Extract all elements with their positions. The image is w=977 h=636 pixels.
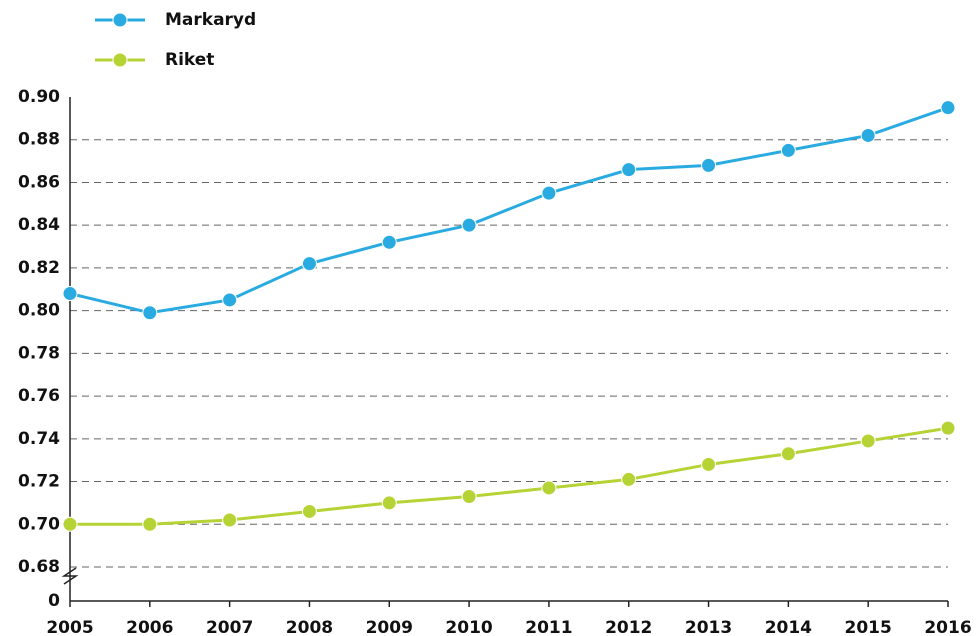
data-point bbox=[780, 446, 796, 462]
data-point bbox=[381, 234, 397, 250]
data-point bbox=[940, 420, 956, 436]
legend-marker bbox=[112, 12, 128, 28]
data-point bbox=[541, 185, 557, 201]
data-point bbox=[701, 456, 717, 472]
x-tick-label: 2013 bbox=[685, 618, 732, 636]
x-tick-label: 2007 bbox=[206, 618, 253, 636]
data-point bbox=[860, 127, 876, 143]
data-point bbox=[621, 162, 637, 178]
x-tick-label: 2016 bbox=[924, 618, 971, 636]
data-point bbox=[940, 100, 956, 116]
y-tick-label: 0.72 bbox=[18, 472, 60, 492]
legend-label: Markaryd bbox=[165, 10, 256, 30]
x-tick-label: 2008 bbox=[286, 618, 333, 636]
series-line bbox=[70, 426, 949, 526]
x-tick-label: 2010 bbox=[445, 618, 492, 636]
y-tick-label: 0.90 bbox=[18, 87, 60, 107]
y-tick-label: 0.68 bbox=[18, 557, 60, 577]
x-tick-label: 2014 bbox=[765, 618, 812, 636]
y-tick-label: 0.88 bbox=[18, 130, 60, 150]
x-tick-label: 2015 bbox=[845, 618, 892, 636]
x-tick-label: 2005 bbox=[46, 618, 93, 636]
data-point bbox=[381, 495, 397, 511]
y-tick-label: 0.70 bbox=[18, 514, 60, 534]
series-line bbox=[69, 106, 949, 315]
y-tick-label: 0.74 bbox=[18, 429, 60, 449]
x-tick-label: 2009 bbox=[366, 618, 413, 636]
data-point bbox=[142, 516, 158, 532]
data-point bbox=[222, 512, 238, 528]
y-tick-label: 0.84 bbox=[18, 215, 60, 235]
y-tick-label: 0.78 bbox=[18, 343, 60, 363]
data-point bbox=[541, 480, 557, 496]
y-tick-label: 0.82 bbox=[18, 258, 60, 278]
y-tick-label: 0.76 bbox=[18, 386, 60, 406]
x-tick-label: 2011 bbox=[525, 618, 572, 636]
data-point bbox=[62, 286, 78, 302]
data-point bbox=[780, 142, 796, 158]
y-tick-label: 0.86 bbox=[18, 172, 60, 192]
x-tick-label: 2006 bbox=[126, 618, 173, 636]
data-point bbox=[301, 256, 317, 272]
y-tick-label: 0.80 bbox=[18, 301, 60, 321]
data-point bbox=[301, 503, 317, 519]
legend-label: Riket bbox=[165, 50, 214, 70]
data-point bbox=[62, 516, 78, 532]
data-point bbox=[621, 471, 637, 487]
data-point bbox=[860, 433, 876, 449]
data-point bbox=[701, 157, 717, 173]
data-point bbox=[222, 292, 238, 308]
data-point bbox=[461, 489, 477, 504]
data-point bbox=[461, 217, 477, 233]
x-tick-label: 2012 bbox=[605, 618, 652, 636]
data-point bbox=[142, 305, 158, 321]
legend-marker bbox=[112, 52, 128, 68]
y-tick-label: 0 bbox=[48, 591, 60, 611]
